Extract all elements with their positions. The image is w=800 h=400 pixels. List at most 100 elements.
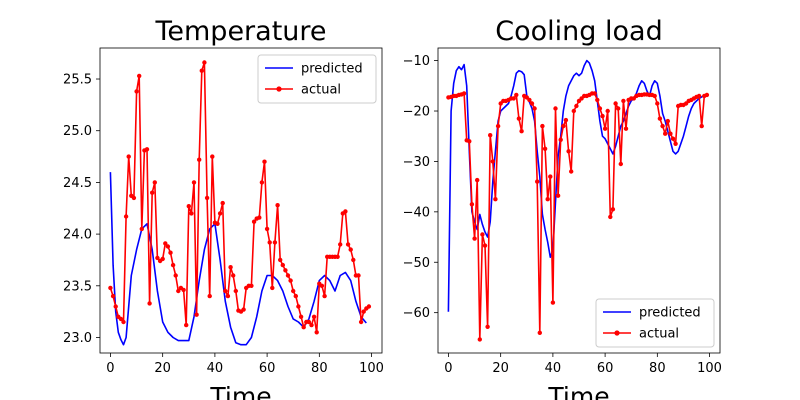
chart-cooling-load-x-tick-label: 80 — [649, 361, 666, 376]
chart-cooling-load-series-actual-point — [514, 92, 519, 98]
chart-temperature-series-actual-point — [293, 293, 298, 299]
chart-temperature-series-actual-point — [176, 288, 181, 294]
chart-temperature-series-actual-point — [189, 211, 194, 216]
chart-cooling-load-series-actual-point — [605, 108, 610, 114]
chart-cooling-load-series-actual-point — [665, 118, 670, 124]
chart-temperature-series-actual-point — [270, 285, 275, 291]
chart-temperature-series-actual-point — [319, 283, 325, 288]
chart-temperature-series-actual-point — [288, 278, 293, 283]
chart-temperature-series-actual-point — [150, 190, 155, 195]
chart-temperature-series-actual-point — [165, 244, 171, 249]
chart-temperature-y-tick-label: 23.5 — [63, 279, 92, 294]
chart-cooling-load-series-actual-point — [699, 123, 704, 129]
chart-temperature-series-actual-point — [291, 288, 296, 294]
chart-temperature-series-actual-point — [160, 256, 165, 262]
chart-temperature-series-actual-point — [228, 265, 233, 270]
chart-cooling-load-series-actual-point — [610, 207, 616, 212]
chart-temperature-series-actual-point — [351, 257, 356, 263]
chart-cooling-load-series-actual-point — [540, 123, 545, 129]
chart-cooling-load-series-actual-point — [472, 236, 477, 241]
chart-cooling-load-series-actual-point — [527, 97, 532, 103]
chart-temperature-series-actual-point — [186, 204, 191, 209]
chart-temperature-series-actual-point — [207, 293, 212, 299]
chart-cooling-load-series-actual-point — [566, 149, 571, 154]
chart-temperature-series-actual-point — [343, 209, 348, 214]
chart-temperature-axes-frame — [99, 47, 383, 354]
chart-cooling-load-series-actual-point — [597, 106, 603, 111]
chart-cooling-load-series-actual-point — [488, 133, 493, 138]
chart-temperature-x-tick-label: 40 — [207, 361, 224, 376]
chart-temperature-series-actual-point — [163, 241, 168, 246]
chart-cooling-load-series-actual-point — [490, 159, 495, 164]
chart-temperature-series-actual-point — [259, 180, 265, 185]
chart-temperature-series-actual-point — [249, 283, 254, 288]
chart-cooling-load-series-actual-point — [704, 92, 710, 98]
chart-temperature-x-tick-label: 20 — [154, 361, 171, 376]
chart-temperature-series-actual-point — [118, 316, 124, 322]
chart-cooling-load-series-actual-point — [618, 161, 623, 167]
chart-cooling-load-series-actual-point — [600, 113, 605, 119]
chart-cooling-load-x-tick-label: 60 — [597, 361, 614, 376]
chart-cooling-load-series-actual-point — [495, 123, 501, 129]
chart-cooling-load-series-actual-point — [602, 126, 608, 131]
chart-cooling-load-axes-frame — [437, 47, 721, 354]
chart-temperature-series-actual-point — [215, 221, 220, 226]
chart-temperature-series-actual-point — [298, 314, 304, 319]
chart-temperature-legend-label-actual: actual — [301, 83, 341, 98]
chart-temperature-series-actual-point — [322, 293, 327, 299]
chart-cooling-load-legend-box — [595, 298, 715, 348]
chart-temperature-series-actual-point — [345, 242, 351, 247]
chart-cooling-load-x-tick-label: 100 — [697, 361, 722, 376]
chart-temperature-series-actual-point — [335, 254, 340, 259]
chart-cooling-load-y-tick-label: −60 — [403, 306, 430, 321]
chart-temperature-series-actual-point — [181, 287, 186, 293]
chart-cooling-load-series-actual-point — [548, 174, 553, 179]
chart-temperature-series-actual-point — [241, 307, 246, 312]
chart-temperature-series-actual-point — [356, 273, 361, 278]
chart-temperature-series-actual-point — [285, 273, 291, 278]
chart-temperature-series-actual-point — [309, 322, 314, 328]
chart-temperature-series-actual-point — [202, 60, 207, 65]
chart-cooling-load-x-tick-label: 0 — [444, 361, 452, 376]
chart-temperature-series-actual-point — [199, 68, 204, 73]
chart-cooling-load-series-actual-point — [574, 103, 579, 109]
chart-temperature-series-actual-point — [223, 288, 228, 294]
chart-cooling-load-y-tick-label: −20 — [403, 105, 430, 120]
chart-temperature-series-actual-point — [113, 304, 118, 309]
chart-cooling-load-series-actual-point — [668, 131, 673, 136]
chart-temperature-y-tick-label: 24.0 — [63, 228, 92, 243]
chart-temperature-x-tick-label: 100 — [359, 361, 384, 376]
chart-cooling-load-series-actual-point — [670, 136, 676, 141]
chart-cooling-load-series-actual-point — [535, 179, 540, 184]
chart-temperature-series-actual-point — [301, 325, 306, 330]
chart-temperature-series-actual-point — [296, 304, 301, 309]
chart-temperature-series-actual-point — [358, 319, 364, 325]
chart-temperature-series-actual-point — [283, 268, 288, 273]
chart-cooling-load-series-actual-point — [660, 123, 665, 129]
chart-temperature-series-actual-point — [272, 240, 278, 245]
chart-cooling-load-y-tick-label: −50 — [403, 256, 430, 271]
chart-temperature-legend-marker-actual — [276, 86, 282, 92]
chart-temperature-series-actual-point — [262, 159, 267, 164]
chart-temperature-x-tick-label: 0 — [106, 361, 114, 376]
chart-cooling-load-series-actual-point — [655, 101, 660, 106]
chart-temperature-y-tick-label: 23.0 — [63, 331, 92, 346]
chart-cooling-load-series-actual-point — [571, 108, 576, 114]
chart-temperature-series-actual-point — [191, 180, 197, 185]
chart-temperature-series-actual-point — [231, 273, 236, 278]
chart-cooling-load-series-actual-point — [532, 106, 537, 111]
chart-cooling-load-legend-label-actual: actual — [639, 327, 679, 342]
chart-temperature-series-actual-point — [126, 154, 131, 159]
chart-cooling-load-series-actual-point — [595, 97, 600, 103]
chart-cooling-load-series-predicted-line — [447, 59, 707, 312]
chart-cooling-load-series-actual-point — [469, 202, 475, 207]
chart-temperature-series-actual-point — [197, 157, 202, 162]
chart-cooling-load-series-actual-point — [663, 131, 668, 136]
chart-cooling-load-series-actual-point — [467, 139, 472, 144]
chart-temperature-series-actual-point — [123, 214, 129, 219]
chart-temperature-series-actual-point — [233, 288, 238, 294]
chart-temperature-series-actual-point — [152, 180, 157, 185]
chart-temperature-series-actual-point — [257, 215, 262, 220]
chart-cooling-load-series-actual-point — [616, 106, 621, 111]
